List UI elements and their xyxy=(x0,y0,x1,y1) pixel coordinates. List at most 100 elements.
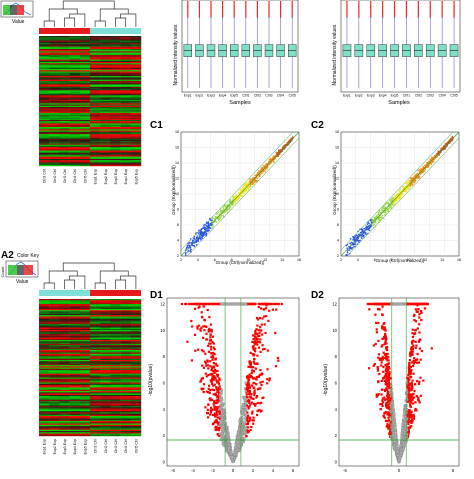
a1-cell xyxy=(59,86,69,87)
scatter-point xyxy=(383,208,385,210)
a1-cell xyxy=(121,48,131,49)
a2-cell xyxy=(100,323,110,324)
a1-cell xyxy=(90,129,100,130)
outlier-point xyxy=(358,7,359,8)
a2-cell xyxy=(39,402,49,403)
a2-cell xyxy=(80,338,90,339)
a1-cell xyxy=(59,41,69,42)
a1-cell xyxy=(70,109,80,110)
a2-cell xyxy=(39,372,49,373)
a1-cell xyxy=(59,87,69,88)
a2-cell xyxy=(90,320,100,321)
a1-cell xyxy=(121,164,131,165)
a1-cell xyxy=(131,55,141,56)
a2-cell xyxy=(100,410,110,411)
outlier-point xyxy=(280,8,281,9)
a2-cell xyxy=(100,415,110,416)
a1-cell xyxy=(80,45,90,46)
a1-cell xyxy=(49,113,59,114)
outlier-point xyxy=(222,2,223,3)
a1-cell xyxy=(131,165,141,166)
a2-cell xyxy=(39,412,49,413)
a1-cell xyxy=(80,152,90,153)
a1-cell xyxy=(80,101,90,102)
a2-cell xyxy=(49,365,59,366)
a2-cell xyxy=(39,356,49,357)
outlier-point xyxy=(187,1,188,2)
a2-cell xyxy=(59,321,69,322)
a2-cell xyxy=(90,366,100,367)
a1-cell xyxy=(100,63,110,64)
a2-cell xyxy=(121,421,131,422)
a2-cell xyxy=(49,323,59,324)
a1-cell xyxy=(121,93,131,94)
a2-cell xyxy=(39,358,49,359)
a2-cell xyxy=(39,392,49,393)
a1-cell xyxy=(70,125,80,126)
a1-cell xyxy=(59,140,69,141)
a2-cell xyxy=(49,338,59,339)
a1-cell xyxy=(70,63,80,64)
a2-cell xyxy=(110,426,120,427)
a1-cell xyxy=(49,123,59,124)
a1-cell xyxy=(131,87,141,88)
a1-cell xyxy=(110,105,120,106)
scatter-point xyxy=(228,208,230,210)
a1-cell xyxy=(110,99,120,100)
y-tick-label: 4 xyxy=(177,239,179,243)
scatter-point xyxy=(210,227,212,229)
a2-cell xyxy=(90,394,100,395)
a1-cell xyxy=(80,80,90,81)
a1-sample-label: Ctrl5 Ctrl xyxy=(83,169,87,183)
a1-cell xyxy=(39,133,49,134)
a2-label: A2 xyxy=(1,250,14,261)
outlier-point xyxy=(222,7,223,8)
a1-cell xyxy=(121,103,131,104)
outlier-point xyxy=(199,8,200,9)
a1-cell xyxy=(70,93,80,94)
a2-cell xyxy=(100,361,110,362)
a2-cell xyxy=(59,339,69,340)
significant-point xyxy=(252,334,254,336)
x-tick-label: Exp1 xyxy=(184,94,192,98)
scatter-point xyxy=(230,206,232,208)
a2-cell xyxy=(131,392,141,393)
a1-cell xyxy=(70,108,80,109)
a1-cell xyxy=(49,37,59,38)
a1-cell xyxy=(39,67,49,68)
significant-point xyxy=(251,385,253,387)
a1-cell xyxy=(59,47,69,48)
a2-cell xyxy=(131,397,141,398)
a2-cell xyxy=(121,320,131,321)
a1-cell xyxy=(100,154,110,155)
scatter-point xyxy=(408,187,410,189)
a1-cell xyxy=(131,101,141,102)
a1-cell xyxy=(121,113,131,114)
a1-cell xyxy=(80,113,90,114)
scatter-point xyxy=(399,191,401,193)
a2-cell xyxy=(121,397,131,398)
a2-cell xyxy=(80,300,90,301)
scatter-point xyxy=(221,210,223,212)
a2-cell xyxy=(80,400,90,401)
a2-cell xyxy=(70,343,80,344)
a1-cell xyxy=(121,97,131,98)
a2-cell xyxy=(131,319,141,320)
a1-dendro-link xyxy=(121,14,136,27)
a2-cell xyxy=(80,389,90,390)
a1-cell xyxy=(110,70,120,71)
a1-cell xyxy=(80,43,90,44)
a2-cell xyxy=(70,324,80,325)
a1-cell xyxy=(131,145,141,146)
a2-cell xyxy=(49,370,59,371)
a2-cell xyxy=(59,344,69,345)
a2-cell xyxy=(110,359,120,360)
a1-cell xyxy=(100,71,110,72)
a2-cell xyxy=(100,311,110,312)
a2-cell xyxy=(90,422,100,423)
outlier-point xyxy=(199,9,200,10)
a2-cell xyxy=(100,330,110,331)
a1-cell xyxy=(70,49,80,50)
a2-cell xyxy=(131,379,141,380)
a1-cell xyxy=(121,158,131,159)
